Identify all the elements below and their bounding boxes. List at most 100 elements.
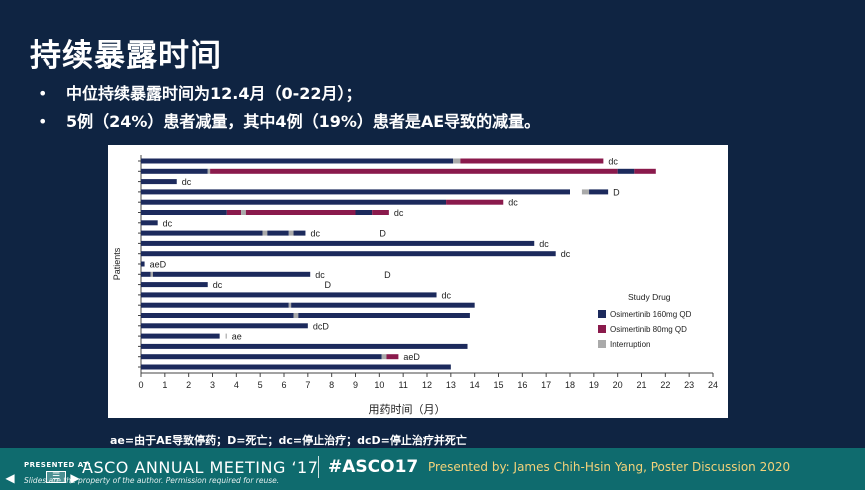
legend-label: Osimertinib 160mg QD	[610, 310, 692, 319]
patient-bar-segment	[141, 354, 382, 360]
legend-swatch	[598, 310, 606, 318]
patient-bar-segment	[288, 230, 294, 236]
patient-status-label: dc	[163, 218, 173, 228]
patient-bar-segment	[207, 168, 211, 174]
patient-status-label: dc	[608, 157, 618, 167]
x-tick-label: 17	[541, 380, 551, 390]
patient-bar-segment	[150, 271, 153, 277]
patient-status-label: aeD	[403, 352, 420, 362]
x-tick-label: 16	[517, 380, 527, 390]
patient-bar-segment	[141, 199, 447, 205]
legend-label: Osimertinib 80mg QD	[610, 325, 687, 334]
patient-bar-segment	[141, 168, 208, 174]
y-axis-label: Patients	[112, 247, 122, 280]
patient-bar-segment	[291, 302, 475, 308]
patient-bar-segment	[293, 230, 306, 236]
rights-notice: Slides are the property of the author. P…	[24, 476, 280, 485]
patient-bar-segment	[141, 230, 263, 236]
patient-bar-segment	[225, 333, 227, 339]
swimmer-chart: 0 1 2 3 4 5 6 7 8 9 10 11 12 13 14 15 16 17 18 19 20 21 22 23 24…	[108, 145, 728, 418]
slide-title: 持续暴露时间	[30, 38, 222, 74]
patient-bar-segment	[141, 364, 451, 370]
legend-label: Interruption	[610, 340, 650, 349]
x-tick-label: 7	[305, 380, 310, 390]
x-tick-label: 3	[210, 380, 215, 390]
patient-bar-segment	[298, 313, 470, 318]
menu-icon[interactable]: ☰	[46, 471, 66, 483]
patient-bar-segment	[589, 189, 609, 195]
patient-status-label: dc	[394, 208, 404, 218]
x-tick-label: 5	[258, 380, 263, 390]
x-tick-label: 8	[329, 380, 334, 390]
patient-bar-segment	[241, 210, 246, 215]
x-tick-label: 12	[422, 380, 432, 390]
patient-status-label: D	[613, 187, 620, 197]
patient-bar-segment	[141, 282, 208, 288]
patient-bar-segment	[141, 271, 151, 277]
patient-bar-segment	[141, 189, 570, 195]
x-tick-label: 20	[613, 380, 623, 390]
x-tick-label: 22	[660, 380, 670, 390]
patient-bar-segment	[141, 210, 227, 215]
patient-bar-segment	[581, 189, 590, 195]
patient-bar-segment	[267, 230, 289, 236]
patient-bar-segment	[141, 251, 556, 257]
patient-status-label: dc	[182, 177, 192, 187]
patient-bar-segment	[141, 323, 308, 329]
arrow-right-icon[interactable]: ▶	[70, 471, 80, 485]
patient-extra-label: D	[325, 280, 332, 290]
patient-status-label: dc	[315, 270, 325, 280]
bullet-text: 中位持续暴露时间为12.4月（0-22月）；	[66, 84, 362, 103]
patient-bar-segment	[141, 333, 220, 339]
patient-status-label: dc	[561, 249, 571, 259]
chart-footnote: ae=由于AE导致停药；D=死亡；dc=停止治疗；dcD=停止治疗并死亡	[110, 434, 467, 447]
patient-bar-segment	[634, 168, 656, 174]
patient-bar-segment	[288, 302, 292, 308]
meeting-name: ASCO ANNUAL MEETING ‘17	[82, 458, 319, 477]
patient-bar-segment	[372, 210, 389, 215]
patient-extra-label: D	[379, 229, 386, 239]
patient-bar-segment	[210, 168, 618, 174]
footer-divider	[318, 456, 319, 478]
x-tick-label: 6	[281, 380, 286, 390]
patient-bar-segment	[245, 210, 356, 215]
x-tick-label: 13	[446, 380, 456, 390]
x-tick-label: 24	[708, 380, 718, 390]
x-tick-label: 9	[353, 380, 358, 390]
bullet-item: • 中位持续暴露时间为12.4月（0-22月）；	[38, 80, 362, 104]
arrow-left-icon[interactable]: ◀	[5, 471, 15, 485]
bullet-text: 5例（24%）患者减量，其中4例（19%）患者是AE导致的减量。	[66, 112, 541, 131]
patient-bar-segment	[453, 158, 461, 164]
patient-status-label: dc	[213, 280, 223, 290]
patient-bar-segment	[386, 354, 399, 360]
x-tick-label: 2	[186, 380, 191, 390]
patient-status-label: aeD	[150, 260, 167, 270]
patient-bar-segment	[141, 261, 145, 267]
patient-bar-segment	[293, 313, 299, 318]
legend-title: Study Drug	[628, 292, 671, 302]
presenter-credit: Presented by: James Chih-Hsin Yang, Post…	[428, 460, 791, 474]
legend-swatch	[598, 325, 606, 333]
patient-status-label: dc	[539, 239, 549, 249]
x-tick-label: 15	[493, 380, 503, 390]
swimmer-chart-svg: 0 1 2 3 4 5 6 7 8 9 10 11 12 13 14 15 16 17 18 19 20 21 22 23 24…	[112, 155, 718, 416]
patient-extra-label: D	[384, 270, 391, 280]
patient-bar-segment	[262, 230, 268, 236]
footer-bar: PRESENTED AT: ASCO ANNUAL MEETING ‘17 #A…	[0, 448, 865, 490]
x-tick-label: 11	[398, 380, 407, 390]
x-tick-label: 23	[684, 380, 694, 390]
legend-swatch	[598, 340, 606, 348]
patient-bar-segment	[141, 158, 454, 164]
patient-bar-segment	[226, 210, 242, 215]
patient-bar-segment	[460, 158, 604, 164]
patient-bar-segment	[141, 292, 437, 298]
patient-bar-segment	[355, 210, 373, 215]
patient-bar-segment	[381, 354, 387, 360]
patient-bar-segment	[141, 302, 289, 308]
patient-bar-segment	[141, 343, 468, 349]
x-tick-label: 14	[470, 380, 480, 390]
x-tick-label: 4	[234, 380, 239, 390]
bullet-item: • 5例（24%）患者减量，其中4例（19%）患者是AE导致的减量。	[38, 108, 540, 132]
x-tick-label: 19	[589, 380, 599, 390]
x-tick-label: 1	[162, 380, 167, 390]
